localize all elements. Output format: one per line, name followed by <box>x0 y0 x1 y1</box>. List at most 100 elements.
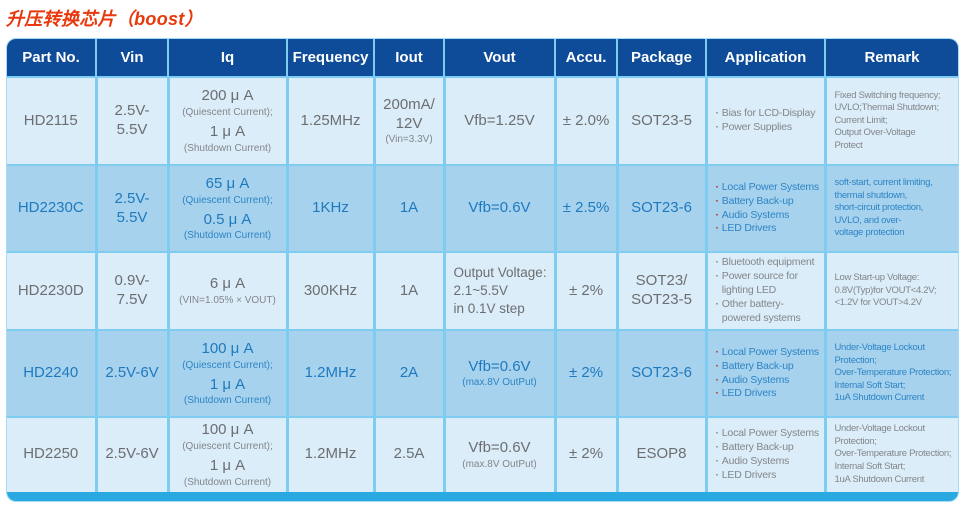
cell-HD2250-iq: 100 μ A (Quiescent Current); 1 μ A (Shutdow… <box>168 417 289 492</box>
cell-line: 12V <box>395 114 423 132</box>
cell-line: (Quiescent Current); <box>182 440 273 452</box>
application-item: · Local Power Systems <box>716 427 820 441</box>
application-item-label: Power source for lighting LED <box>721 270 798 297</box>
cell-HD2240-iq: 100 μ A (Quiescent Current); 1 μ A (Shutdow… <box>168 330 289 418</box>
cell-line: 1A <box>399 199 419 217</box>
application-item-label: Audio Systems <box>721 373 790 386</box>
cell-line: ± 2% <box>568 364 604 382</box>
cell-line: (Quiescent Current); <box>182 194 273 206</box>
cell-line: (max.8V OutPut) <box>462 458 537 470</box>
cell-line: 2A <box>399 364 419 382</box>
bullet-icon: · <box>715 270 720 283</box>
bullet-icon: · <box>715 345 720 358</box>
bullet-icon: · <box>715 297 720 310</box>
cell-line: HD2115 <box>23 111 78 129</box>
table-row-HD2115: HD2115 2.5V-5.5V 200 μ A (Quiescent Current… <box>7 77 958 166</box>
bullet-icon: · <box>715 387 720 400</box>
cell-HD2230D-frequency: 300KHz <box>287 252 376 331</box>
application-item: · Power Supplies <box>716 121 820 135</box>
application-item: · LED Drivers <box>716 222 820 236</box>
bullet-icon: · <box>715 256 720 269</box>
cell-HD2115-iout: 200mA/12V (Vin=3.3V) <box>374 77 446 166</box>
application-item: · Bias for LCD-Display <box>716 107 820 121</box>
cell-line: Output Over-Voltage <box>834 127 916 139</box>
cell-HD2250-package: ESOP8 <box>617 417 708 492</box>
col-header-vout: Vout <box>444 39 556 78</box>
cell-line: 2.5V-5.5V <box>114 102 150 138</box>
cell-line: <1.2V for VOUT>4.2V <box>834 297 923 309</box>
cell-HD2240-frequency: 1.2MHz <box>287 330 376 418</box>
cell-HD2115-iq: 200 μ A (Quiescent Current); 1 μ A (Shutdow… <box>168 77 289 166</box>
bullet-icon: · <box>715 427 720 440</box>
cell-line: SOT23-6 <box>631 199 692 217</box>
cell-HD2230D-iout: 1A <box>374 252 446 331</box>
application-item-label: Local Power Systems <box>721 180 819 193</box>
col-header-application: Application <box>706 39 826 78</box>
cell-line: Vfb=1.25V <box>464 111 535 129</box>
cell-line: 0.9V-7.5V <box>114 272 150 308</box>
cell-HD2250-frequency: 1.2MHz <box>287 417 376 492</box>
cell-line: 1.2MHz <box>304 364 357 382</box>
cell-line: SOT23-6 <box>631 364 692 382</box>
cell-line: 1.2MHz <box>304 445 357 463</box>
cell-HD2240-part-no: HD2240 <box>7 330 98 418</box>
application-item: · LED Drivers <box>716 387 820 401</box>
col-header-iq: Iq <box>168 39 288 78</box>
cell-line: HD2230C <box>17 199 84 217</box>
cell-line: 65 μ A <box>205 174 250 192</box>
col-header-vin: Vin <box>96 39 169 78</box>
cell-line: 2.5A <box>393 445 425 463</box>
bullet-icon: · <box>715 454 720 467</box>
cell-line: (Shutdown Current) <box>183 142 272 154</box>
cell-line: 200 μ A <box>201 87 254 105</box>
application-item-label: LED Drivers <box>721 222 777 235</box>
cell-line: 1 μ A <box>209 456 246 474</box>
cell-line: 1.25MHz <box>300 111 361 129</box>
cell-HD2250-part-no: HD2250 <box>7 417 98 492</box>
cell-line: UVLO;Thermal Shutdown; <box>834 102 940 114</box>
cell-HD2115-vin: 2.5V-5.5V <box>96 77 170 166</box>
cell-HD2230C-accu: ± 2.5% <box>555 165 619 253</box>
cell-HD2230C-frequency: 1KHz <box>287 165 376 253</box>
cell-line: HD2230D <box>17 281 84 299</box>
cell-line: ESOP8 <box>636 445 687 463</box>
cell-line: Vfb=0.6V <box>468 438 531 456</box>
application-item: · Bluetooth equipment <box>716 256 820 270</box>
application-item-label: LED Drivers <box>721 468 777 481</box>
cell-line: 2.1~5.5V <box>453 282 508 298</box>
cell-line: 1KHz <box>312 199 349 217</box>
cell-HD2240-vin: 2.5V-6V <box>96 330 170 418</box>
application-item: · Audio Systems <box>716 209 820 223</box>
cell-HD2250-vout: Vfb=0.6V (max.8V OutPut) <box>444 417 557 492</box>
cell-line: (Shutdown Current) <box>183 395 272 407</box>
cell-HD2115-remark: Fixed Switching frequency; UVLO;Thermal S… <box>825 77 958 166</box>
spec-table: Part No. Vin Iq Frequency Iout Vout Accu. Packa… <box>7 39 958 492</box>
cell-HD2230D-vout: Output Voltage: 2.1~5.5V in 0.1V step <box>444 252 557 331</box>
cell-HD2250-vin: 2.5V-6V <box>96 417 170 492</box>
cell-HD2230C-part-no: HD2230C <box>7 165 98 253</box>
cell-line: soft-start, current limiting, <box>834 177 933 189</box>
application-item-label: LED Drivers <box>721 387 777 400</box>
application-item: · Local Power Systems <box>716 346 820 360</box>
cell-HD2230D-iq: 6 μ A (VIN=1.05% × VOUT) <box>168 252 289 331</box>
application-item: · Audio Systems <box>716 374 820 388</box>
cell-line: Current Limit; <box>834 114 888 126</box>
application-item: · Audio Systems <box>716 455 820 469</box>
cell-line: in 0.1V step <box>453 301 525 317</box>
cell-line: SOT23-5 <box>631 111 692 129</box>
cell-HD2230D-application: · Bluetooth equipment · Power source for li… <box>706 252 827 331</box>
application-item: · Other battery-powered systems <box>716 298 820 326</box>
table-row-HD2230D: HD2230D 0.9V-7.5V 6 μ A (VIN=1.05% × VOUT) 3… <box>7 252 958 331</box>
cell-line: HD2240 <box>23 364 79 382</box>
cell-line: 100 μ A <box>201 339 254 357</box>
bullet-icon: · <box>715 180 720 193</box>
cell-line: ± 2% <box>568 445 604 463</box>
application-item: · Local Power Systems <box>716 181 820 195</box>
application-item: · Power source for lighting LED <box>716 270 820 298</box>
col-header-package: Package <box>617 39 707 78</box>
bullet-icon: · <box>715 359 720 372</box>
cell-line: Over-Temperature Protection; <box>834 367 952 379</box>
cell-HD2240-vout: Vfb=0.6V (max.8V OutPut) <box>444 330 557 418</box>
col-header-accu: Accu. <box>555 39 618 78</box>
bullet-icon: · <box>715 121 720 133</box>
